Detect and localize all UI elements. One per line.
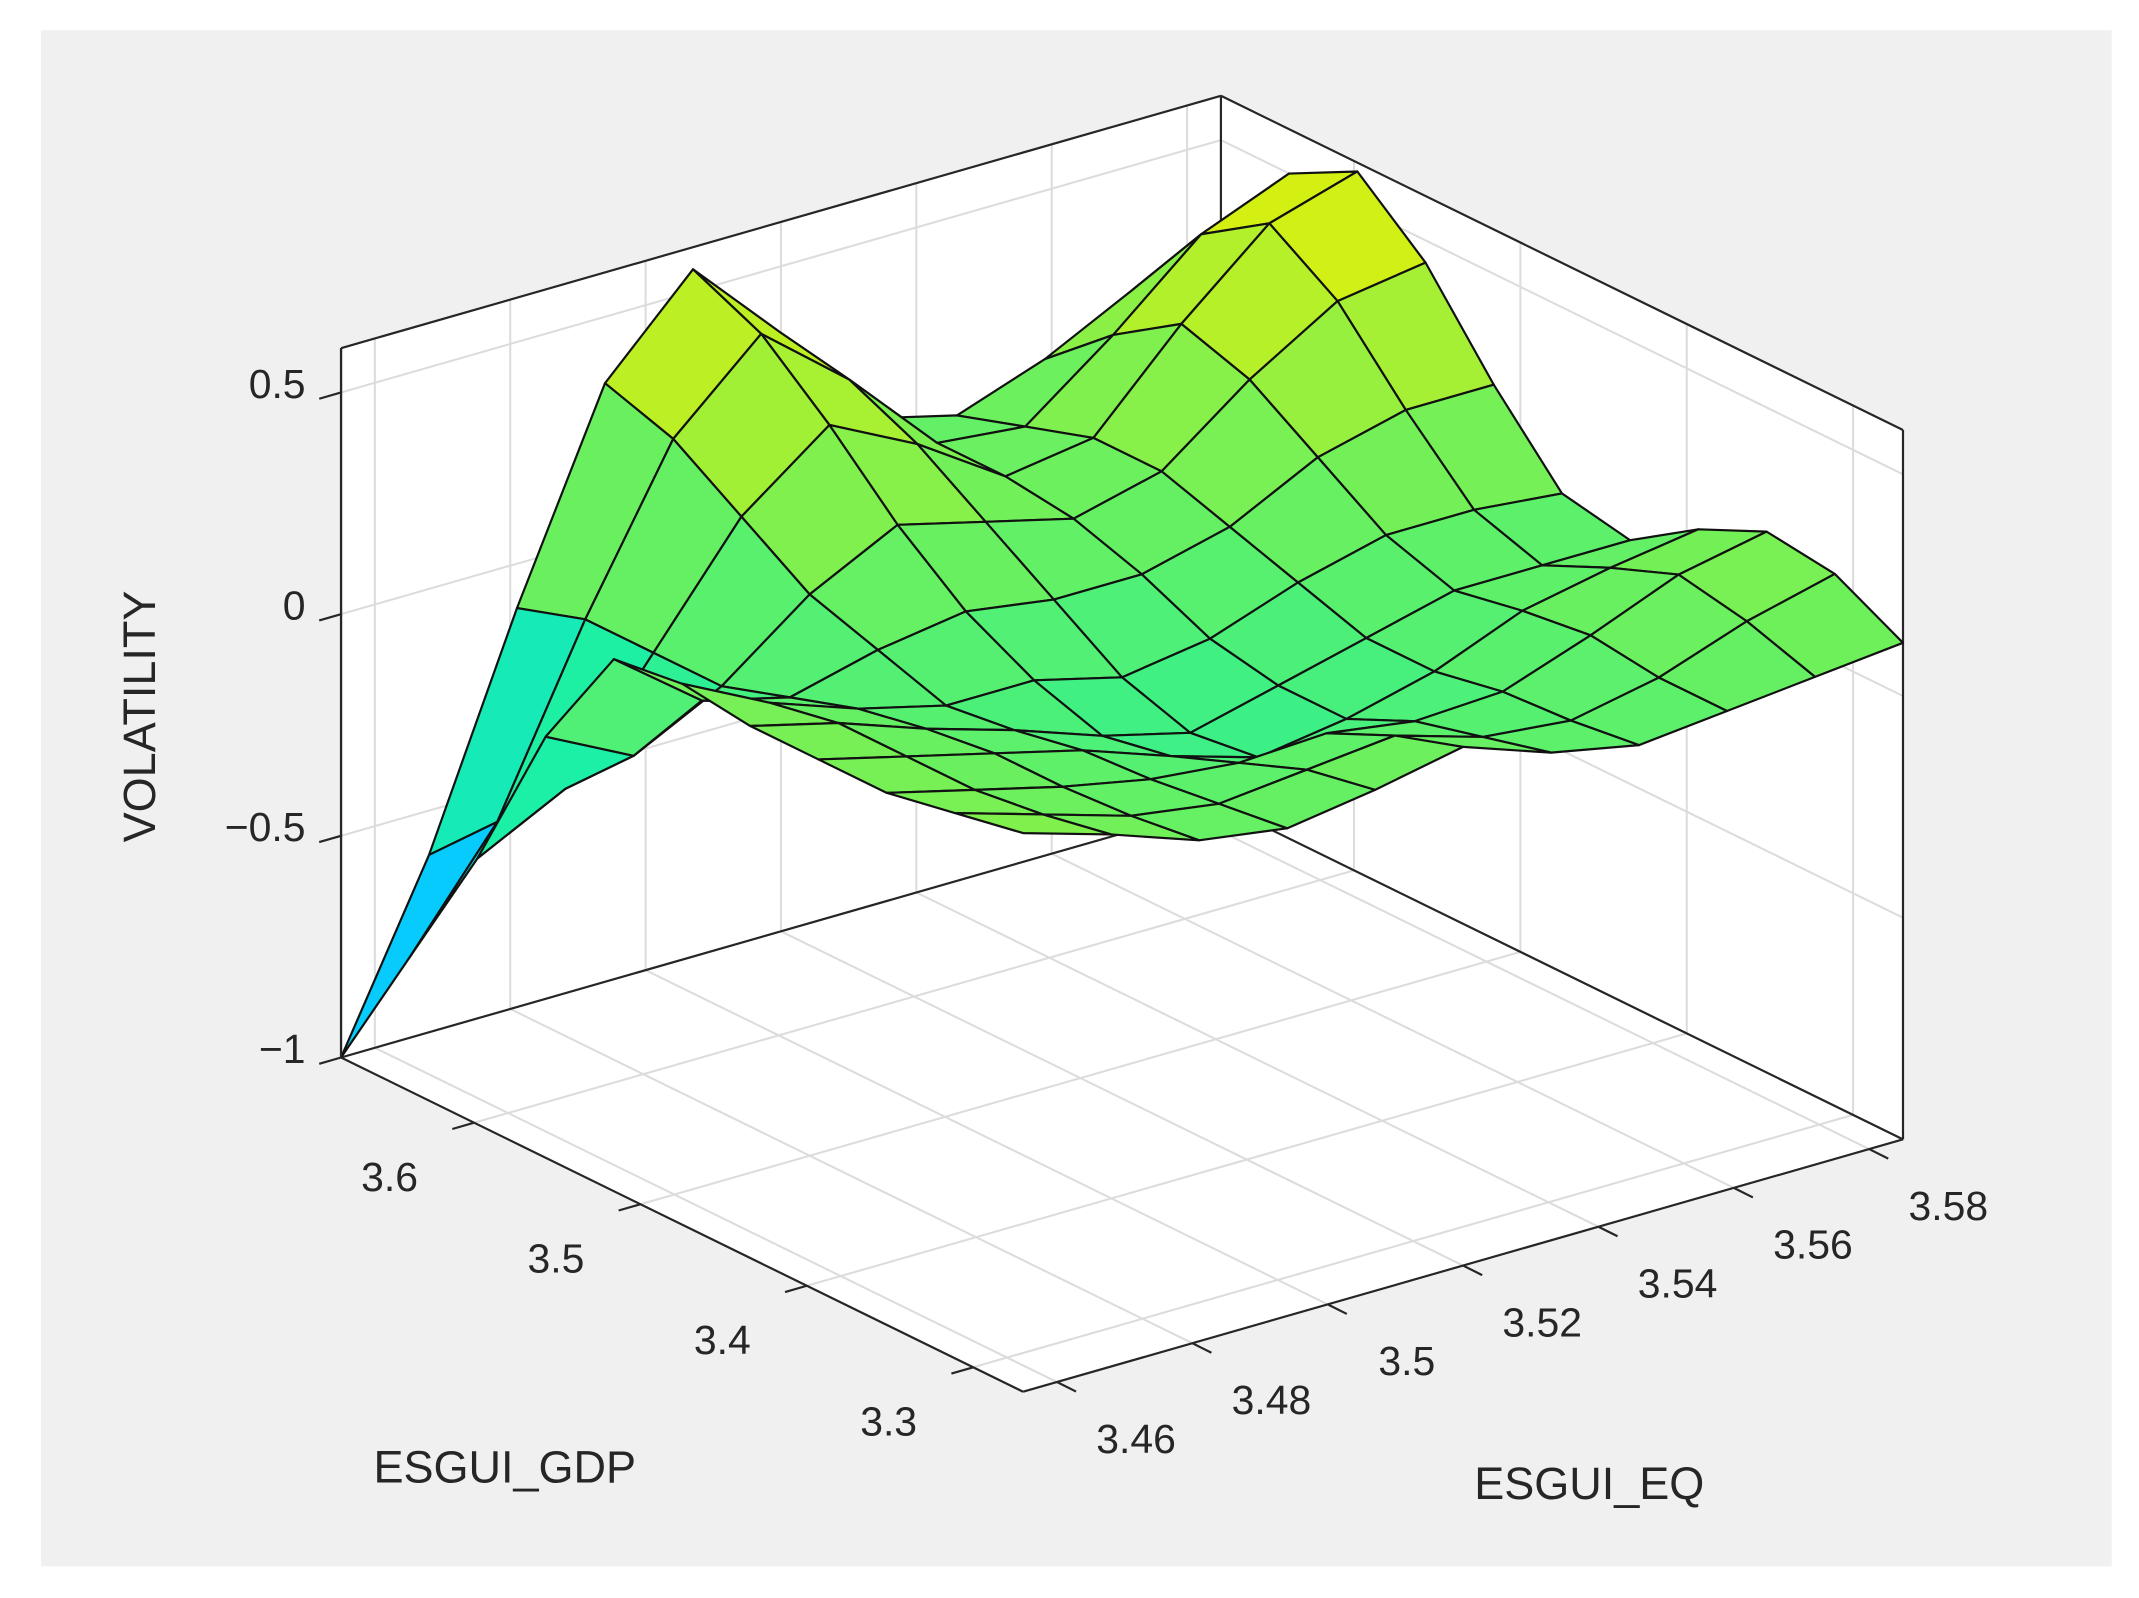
z-tick — [318, 391, 342, 400]
x-tick-label: 3.46 — [1096, 1416, 1176, 1462]
z-tick-label: −0.5 — [225, 804, 306, 850]
grid-line — [915, 891, 1599, 1228]
grid-line — [806, 1032, 1688, 1287]
y-tick-label: 3.6 — [361, 1154, 418, 1200]
z-tick-label: 0 — [283, 583, 306, 629]
axis-box-edge — [1220, 804, 1904, 1141]
grid-line — [640, 950, 1521, 1206]
y-tick — [951, 1366, 974, 1375]
grid-line — [1051, 852, 1735, 1189]
axis-box-edge — [340, 1056, 1024, 1393]
axis-box-edge — [1220, 94, 1904, 431]
x-tick — [1733, 1186, 1754, 1199]
grid-line — [645, 969, 1329, 1306]
grid-line — [1186, 813, 1870, 1150]
y-axis-label: ESGUI_GDP — [373, 1442, 636, 1493]
x-tick-label: 3.58 — [1908, 1183, 1988, 1229]
z-tick-label: −1 — [259, 1026, 306, 1072]
x-tick — [1327, 1303, 1348, 1315]
x-tick — [1191, 1342, 1212, 1354]
grid-line — [780, 930, 1464, 1267]
z-tick — [318, 613, 342, 622]
y-tick-label: 3.5 — [527, 1235, 584, 1281]
x-tick — [1462, 1264, 1483, 1277]
x-tick — [1597, 1225, 1619, 1238]
x-tick — [1056, 1381, 1077, 1393]
grid-line — [374, 1046, 1058, 1383]
y-tick-label: 3.3 — [860, 1398, 917, 1444]
z-axis-label: VOLATILITY — [114, 591, 165, 843]
grid-line — [509, 1008, 1193, 1345]
z-tick-label: 0.5 — [249, 361, 306, 407]
grid-line — [972, 1113, 1854, 1369]
y-tick — [618, 1203, 641, 1212]
x-tick-label: 3.54 — [1638, 1261, 1718, 1307]
surface-patch — [953, 811, 1113, 836]
z-tick — [318, 1056, 342, 1065]
axis-box-edge — [340, 94, 1222, 350]
grid-line — [473, 869, 1355, 1124]
x-tick-label: 3.56 — [1773, 1222, 1853, 1268]
axis-box-edge — [340, 804, 1222, 1059]
y-tick-label: 3.4 — [694, 1317, 751, 1363]
y-tick — [452, 1121, 475, 1131]
x-tick — [1868, 1148, 1889, 1160]
y-tick — [784, 1284, 808, 1294]
x-tick-label: 3.52 — [1502, 1299, 1582, 1345]
x-tick-label: 3.48 — [1232, 1377, 1312, 1423]
grid-line — [340, 139, 1222, 394]
z-tick — [318, 834, 342, 844]
x-axis-label: ESGUI_EQ — [1474, 1458, 1704, 1509]
x-tick-label: 3.5 — [1378, 1338, 1435, 1384]
